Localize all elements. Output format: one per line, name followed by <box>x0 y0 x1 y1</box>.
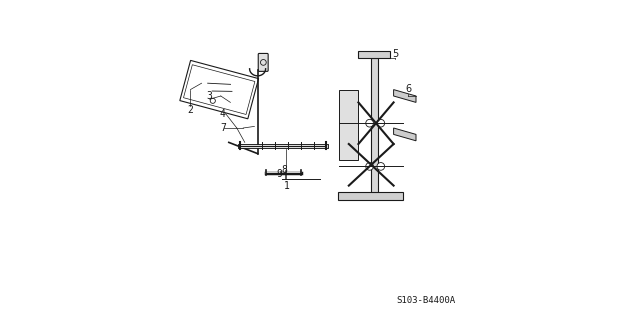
Polygon shape <box>358 51 390 58</box>
Text: 5: 5 <box>392 49 398 59</box>
FancyBboxPatch shape <box>259 53 268 71</box>
Polygon shape <box>338 192 403 200</box>
Circle shape <box>366 163 374 170</box>
Text: 3: 3 <box>206 91 212 101</box>
Polygon shape <box>394 128 416 141</box>
Text: 9: 9 <box>276 169 282 180</box>
Text: 4: 4 <box>220 108 225 119</box>
Polygon shape <box>371 58 378 198</box>
Polygon shape <box>180 60 259 119</box>
Circle shape <box>366 119 374 127</box>
Polygon shape <box>394 90 416 102</box>
Text: 1: 1 <box>284 180 289 191</box>
Circle shape <box>377 119 385 127</box>
Text: S103-B4400A: S103-B4400A <box>396 296 455 305</box>
Text: 2: 2 <box>187 105 193 116</box>
Text: 7: 7 <box>220 123 226 133</box>
Text: 8: 8 <box>281 164 287 175</box>
Polygon shape <box>339 90 358 160</box>
Circle shape <box>377 163 385 170</box>
Text: 6: 6 <box>405 84 411 94</box>
